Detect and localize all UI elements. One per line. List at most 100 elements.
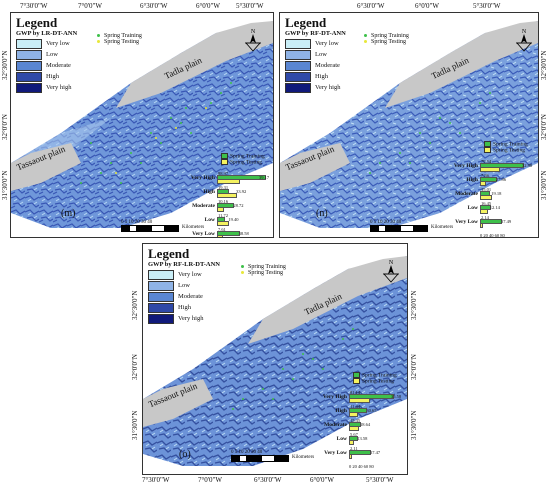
bar-value-label: 7.61	[218, 227, 226, 232]
bar-category-label: Very Low	[192, 231, 215, 237]
bar-training	[349, 408, 368, 413]
groundwater-map-o	[143, 256, 407, 466]
swatch-low	[16, 49, 42, 60]
left-coord-1: 32°30'0"N	[1, 50, 9, 80]
bar-legend: Spring Training Spring Testing	[221, 153, 265, 166]
map-frame-o: Legend GWP by RF-LR-DT-ANN Very low Low …	[142, 243, 408, 475]
bar-value-label: 32.98	[522, 163, 533, 168]
map-frame-n: Legend GWP by RF-DT-ANN Very low Low Mod…	[279, 12, 539, 238]
bottom-coord-o-4: 6°0'0"W	[310, 476, 335, 484]
bar-axis-ticks: 0 20 40 60 80	[480, 233, 505, 238]
bar-testing	[349, 412, 358, 417]
swatch-very-low	[16, 38, 42, 49]
legend-high: High	[16, 71, 77, 82]
bar-testing	[349, 454, 353, 459]
bar-testing	[217, 235, 224, 237]
top-coord-4: 6°0'0"W	[196, 2, 221, 10]
bar-value-label: 7.86	[481, 173, 489, 178]
bar-value-label: 15.01	[481, 187, 492, 192]
top-coord-3: 6°30'0"W	[140, 2, 168, 10]
bar-legend: Spring Training Spring Testing	[353, 372, 397, 385]
top-coord-1: 7°30'0"W	[20, 2, 48, 10]
bar-value-label: 88.97	[218, 171, 229, 176]
bar-testing	[217, 221, 230, 226]
bar-category-label: Very High	[322, 394, 347, 400]
legend-m: Legend GWP by LR-DT-ANN Very low Low Mod…	[13, 15, 81, 95]
bottom-coord-o-5: 5°30'0"W	[366, 476, 394, 484]
bar-training	[480, 163, 525, 168]
top-coord-5: 5°30'0"W	[236, 2, 264, 10]
swatch-moderate	[16, 60, 42, 71]
bar-training	[217, 175, 267, 180]
top-coord-2: 7°0'0"W	[78, 2, 103, 10]
north-arrow-icon-n: N	[516, 29, 532, 52]
left-coord-o-3: 31°30'0"N	[131, 410, 139, 440]
map-frame-m: Legend GWP by LR-DT-ANN Very low Low Mod…	[10, 12, 274, 238]
bar-value-label: 27.86	[495, 177, 506, 182]
bar-testing	[480, 181, 487, 186]
bar-testing	[480, 167, 500, 172]
left-coord-3: 31°30'0"N	[1, 170, 9, 200]
top-coord-n-3: 5°30'0"W	[473, 2, 501, 10]
bar-category-label: Low	[204, 217, 215, 223]
spring-points-m	[80, 82, 232, 184]
bar-value-label: 39.17	[259, 175, 270, 180]
bar-chart-n: Spring Training Spring Testing Very High 79…	[442, 141, 538, 237]
bar-value-label: 33.92	[236, 189, 247, 194]
bar-value-label: 19.31	[218, 185, 229, 190]
bar-training	[217, 203, 235, 208]
bar-chart-m: Spring Training Spring Testing Very High 88…	[179, 153, 273, 237]
bar-value-label: 12.14	[489, 205, 500, 210]
bar-category-label: Low	[467, 205, 478, 211]
bar-testing	[480, 223, 484, 228]
bar-value-label: 19.18	[491, 191, 502, 196]
legend-very-low: Very low	[16, 38, 77, 49]
bar-category-label: High	[335, 408, 347, 414]
bar-value-label: 15.45	[350, 418, 361, 423]
bar-value-label: 81.14	[350, 390, 361, 395]
bar-value-label: 2.11	[350, 446, 358, 451]
right-coord-n-2: 32°0'0"N	[540, 114, 548, 140]
bar-testing	[349, 426, 360, 431]
svg-text:N: N	[251, 29, 256, 35]
left-coord-o-1: 32°30'0"N	[131, 290, 139, 320]
panel-label-m: (m)	[61, 208, 76, 219]
scale-bar-m: 0 5 10 20 30 40 Kilometers	[121, 220, 205, 232]
bar-testing	[349, 440, 355, 445]
legend-title-o: Legend	[148, 246, 190, 261]
bar-category-label: Very Low	[324, 450, 347, 456]
panel-o: 32°30'0"N 32°0'0"N 31°30'0"N 32°30'0"N 3…	[130, 240, 420, 485]
bar-category-label: Very High	[453, 163, 478, 169]
bar-category-label: Moderate	[192, 203, 215, 209]
bar-category-label: Very Low	[455, 219, 478, 225]
point-legend-m: Spring Training Spring Testing	[97, 33, 142, 45]
bar-value-label: 37.47	[369, 450, 381, 455]
north-arrow-icon-o: N	[383, 260, 399, 283]
bottom-coord-o-1: 7°30'0"W	[142, 476, 170, 484]
bar-training	[349, 394, 395, 399]
bar-training	[480, 219, 502, 224]
legend-n: Legend GWP by RF-DT-ANN Very low Low Mod…	[282, 15, 349, 95]
bottom-coord-o-2: 7°0'0"W	[198, 476, 223, 484]
legend-o: Legend GWP by RF-LR-DT-ANN Very low Low …	[145, 246, 223, 326]
bar-value-label: 11.44	[350, 404, 360, 409]
bar-category-label: Moderate	[324, 422, 347, 428]
right-coord-n-3: 31°30'0"N	[540, 170, 548, 200]
bar-training	[480, 177, 497, 182]
point-legend-n: Spring Training Spring Testing	[364, 33, 409, 45]
svg-text:N: N	[522, 29, 527, 35]
bar-value-label: 11.72	[218, 213, 228, 218]
bar-value-label: 10.16	[218, 199, 229, 204]
right-coord-o-3: 31°30'0"N	[410, 410, 418, 440]
bottom-coord-o-3: 6°30'0"W	[254, 476, 282, 484]
legend-title-n: Legend	[285, 15, 327, 30]
panel-m: 7°30'0"W 7°0'0"W 6°30'0"W 6°0'0"W 5°30'0…	[0, 0, 275, 240]
bar-testing	[480, 195, 493, 200]
swatch-high	[16, 71, 42, 82]
bar-value-label: 2.14	[481, 215, 489, 220]
groundwater-map-n	[280, 21, 538, 228]
legend-title: Legend	[16, 15, 58, 30]
bar-testing	[480, 209, 489, 214]
right-coord-n-1: 32°30'0"N	[540, 50, 548, 80]
panel-n: 6°30'0"W 6°0'0"W 5°30'0"W 32°30'0"N 32°0…	[277, 0, 550, 240]
